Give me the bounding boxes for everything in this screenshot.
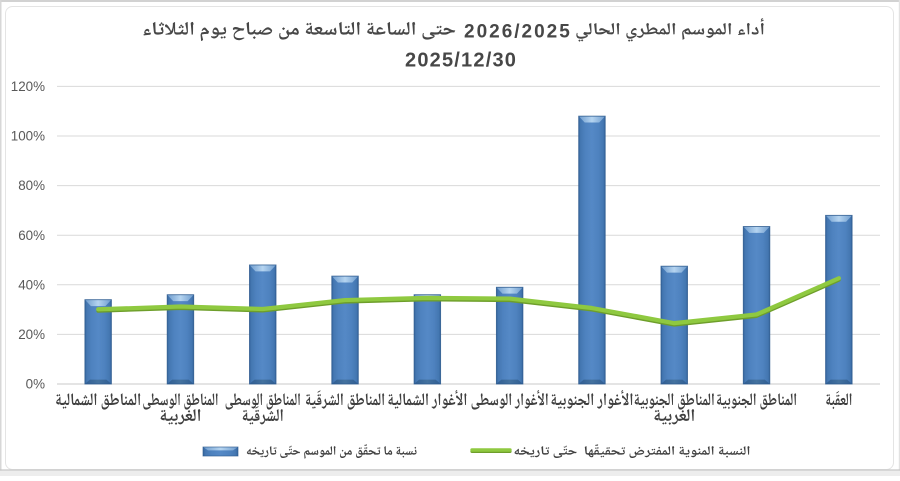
svg-text:40%: 40% bbox=[18, 277, 45, 292]
svg-text:2026/2025: 2026/2025 bbox=[464, 22, 572, 43]
svg-text:60%: 60% bbox=[18, 228, 45, 243]
svg-text:100%: 100% bbox=[11, 129, 45, 144]
svg-text:80%: 80% bbox=[18, 178, 45, 193]
svg-text:120%: 120% bbox=[11, 79, 45, 94]
svg-text:20%: 20% bbox=[18, 327, 45, 342]
svg-text:2025/12/30: 2025/12/30 bbox=[405, 50, 517, 72]
svg-text:0%: 0% bbox=[26, 377, 45, 392]
